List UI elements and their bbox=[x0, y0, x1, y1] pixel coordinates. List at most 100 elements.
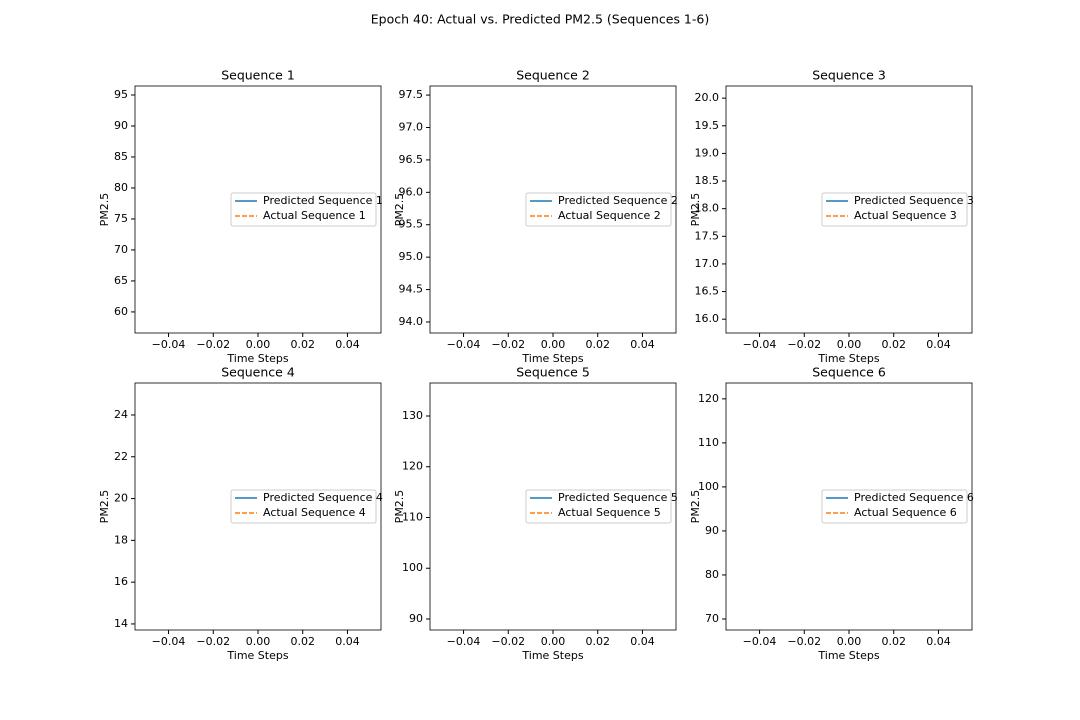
subplot-title: Sequence 2 bbox=[516, 68, 590, 83]
y-tick-label: 90 bbox=[705, 524, 719, 537]
y-axis-label: PM2.5 bbox=[98, 193, 111, 227]
y-axis-label: PM2.5 bbox=[393, 490, 406, 524]
legend-label: Actual Sequence 6 bbox=[854, 506, 957, 519]
axes-frame bbox=[429, 85, 677, 334]
legend-box bbox=[525, 489, 672, 524]
axes-frame bbox=[429, 382, 677, 631]
y-tick-label: 94.0 bbox=[399, 315, 424, 328]
legend-label: Actual Sequence 3 bbox=[854, 209, 957, 222]
x-tick-label: 0.00 bbox=[837, 338, 862, 351]
legend-box bbox=[525, 192, 672, 227]
y-tick-label: 110 bbox=[402, 510, 423, 523]
axes-frame bbox=[134, 382, 382, 631]
y-tick-label: 16.5 bbox=[695, 285, 720, 298]
y-tick-label: 85 bbox=[114, 150, 128, 163]
x-axis-label: Time Steps bbox=[226, 352, 288, 365]
x-tick-label: −0.02 bbox=[491, 635, 525, 648]
subplot-title: Sequence 3 bbox=[812, 68, 886, 83]
x-tick-label: 0.02 bbox=[585, 338, 610, 351]
x-tick-label: −0.02 bbox=[196, 635, 230, 648]
y-axis-label: PM2.5 bbox=[393, 193, 406, 227]
y-tick-label: 18 bbox=[114, 533, 128, 546]
x-tick-label: 0.02 bbox=[585, 635, 610, 648]
x-tick-label: 0.00 bbox=[246, 338, 271, 351]
y-tick-label: 18.0 bbox=[695, 202, 720, 215]
y-tick-label: 75 bbox=[114, 212, 128, 225]
legend-label: Actual Sequence 1 bbox=[263, 209, 366, 222]
y-tick-label: 95.0 bbox=[399, 250, 424, 263]
legend-label: Predicted Sequence 5 bbox=[558, 491, 678, 504]
x-tick-label: 0.00 bbox=[837, 635, 862, 648]
legend-label: Predicted Sequence 3 bbox=[854, 194, 974, 207]
legend-box bbox=[821, 192, 968, 227]
x-axis-label: Time Steps bbox=[521, 352, 583, 365]
y-tick-label: 16.0 bbox=[695, 312, 720, 325]
axes-frame bbox=[725, 85, 973, 334]
y-tick-label: 95.5 bbox=[399, 218, 424, 231]
x-tick-label: −0.04 bbox=[743, 338, 777, 351]
x-tick-label: 0.02 bbox=[290, 338, 315, 351]
y-tick-label: 65 bbox=[114, 274, 128, 287]
x-axis-label: Time Steps bbox=[817, 649, 879, 662]
legend-label: Predicted Sequence 4 bbox=[263, 491, 383, 504]
y-axis-label: PM2.5 bbox=[689, 193, 702, 227]
y-tick-label: 100 bbox=[402, 561, 423, 574]
legend-label: Actual Sequence 4 bbox=[263, 506, 366, 519]
y-tick-label: 20.0 bbox=[695, 91, 720, 104]
y-tick-label: 97.0 bbox=[399, 120, 424, 133]
x-tick-label: 0.04 bbox=[335, 635, 360, 648]
y-tick-label: 24 bbox=[114, 408, 128, 421]
y-axis-label: PM2.5 bbox=[98, 490, 111, 524]
y-tick-label: 120 bbox=[402, 460, 423, 473]
x-tick-label: −0.04 bbox=[152, 338, 186, 351]
axes-frame bbox=[134, 85, 382, 334]
y-tick-label: 100 bbox=[698, 480, 719, 493]
x-axis-label: Time Steps bbox=[226, 649, 288, 662]
x-tick-label: 0.02 bbox=[290, 635, 315, 648]
x-tick-label: 0.04 bbox=[630, 635, 655, 648]
y-tick-label: 110 bbox=[698, 436, 719, 449]
legend-box bbox=[821, 489, 968, 524]
x-tick-label: 0.02 bbox=[881, 635, 906, 648]
y-tick-label: 22 bbox=[114, 450, 128, 463]
y-tick-label: 97.5 bbox=[399, 88, 424, 101]
x-tick-label: 0.04 bbox=[926, 635, 951, 648]
x-tick-label: −0.04 bbox=[447, 635, 481, 648]
legend-box bbox=[230, 192, 377, 227]
subplot-title: Sequence 4 bbox=[221, 365, 295, 380]
legend-label: Predicted Sequence 1 bbox=[263, 194, 383, 207]
y-tick-label: 19.5 bbox=[695, 119, 720, 132]
legend-box bbox=[230, 489, 377, 524]
y-tick-label: 16 bbox=[114, 575, 128, 588]
y-tick-label: 96.0 bbox=[399, 185, 424, 198]
y-tick-label: 120 bbox=[698, 392, 719, 405]
y-tick-label: 19.0 bbox=[695, 146, 720, 159]
y-tick-label: 80 bbox=[705, 568, 719, 581]
x-tick-label: 0.04 bbox=[926, 338, 951, 351]
legend-label: Predicted Sequence 2 bbox=[558, 194, 678, 207]
y-tick-label: 70 bbox=[705, 612, 719, 625]
x-tick-label: 0.04 bbox=[630, 338, 655, 351]
y-tick-label: 70 bbox=[114, 243, 128, 256]
x-tick-label: −0.02 bbox=[787, 635, 821, 648]
x-tick-label: −0.04 bbox=[152, 635, 186, 648]
y-tick-label: 130 bbox=[402, 409, 423, 422]
legend-label: Predicted Sequence 6 bbox=[854, 491, 974, 504]
y-tick-label: 95 bbox=[114, 88, 128, 101]
x-tick-label: −0.04 bbox=[743, 635, 777, 648]
subplot-title: Sequence 5 bbox=[516, 365, 590, 380]
x-tick-label: 0.00 bbox=[541, 338, 566, 351]
y-tick-label: 18.5 bbox=[695, 174, 720, 187]
x-tick-label: 0.00 bbox=[246, 635, 271, 648]
x-axis-label: Time Steps bbox=[817, 352, 879, 365]
figure-title: Epoch 40: Actual vs. Predicted PM2.5 (Se… bbox=[371, 12, 709, 27]
x-tick-label: −0.02 bbox=[196, 338, 230, 351]
y-tick-label: 20 bbox=[114, 492, 128, 505]
x-axis-label: Time Steps bbox=[521, 649, 583, 662]
y-tick-label: 90 bbox=[409, 612, 423, 625]
x-tick-label: 0.00 bbox=[541, 635, 566, 648]
y-tick-label: 80 bbox=[114, 181, 128, 194]
y-tick-label: 17.0 bbox=[695, 257, 720, 270]
